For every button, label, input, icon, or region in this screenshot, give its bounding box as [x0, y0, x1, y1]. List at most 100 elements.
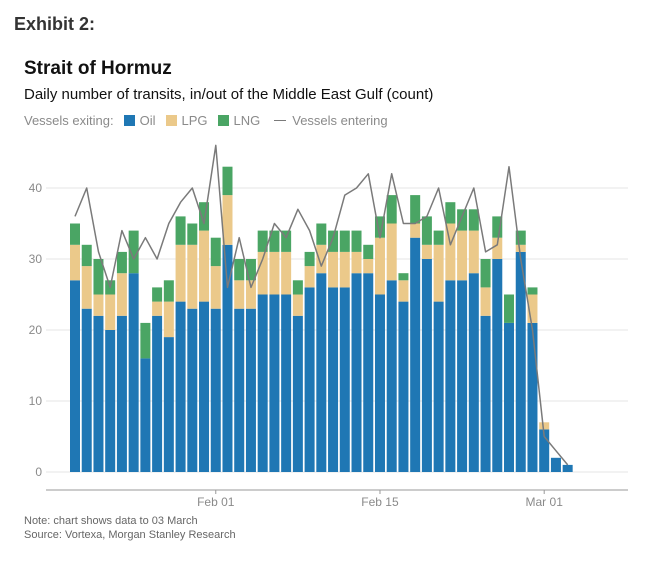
bar-lng-10	[187, 223, 198, 245]
bar-lng-5	[128, 230, 139, 274]
bar-oil-2	[93, 315, 104, 472]
bar-oil-33	[457, 280, 468, 472]
bar-lpg-9	[175, 244, 186, 302]
bar-lpg-28	[398, 280, 409, 302]
legend-label-lpg: LPG	[181, 113, 208, 128]
bar-lng-23	[339, 230, 350, 252]
bar-lpg-35	[480, 287, 491, 316]
chart-title: Strait of Hormuz	[24, 58, 172, 79]
bar-lng-34	[468, 209, 479, 231]
legend-label-oil: Oil	[139, 113, 156, 128]
y-tick-label-20: 20	[29, 323, 43, 337]
bar-oil-20	[304, 287, 315, 472]
bar-lpg-8	[163, 301, 174, 338]
bar-oil-41	[550, 457, 561, 472]
bar-oil-17	[269, 294, 280, 472]
bar-lng-12	[210, 237, 221, 267]
bar-lpg-4	[116, 273, 127, 316]
bar-oil-8	[163, 337, 174, 472]
legend: Vessels exiting: Oil LPG LNG Vessels ent…	[24, 113, 388, 128]
bar-oil-11	[199, 301, 210, 472]
bar-lpg-17	[269, 251, 280, 295]
bar-lpg-11	[199, 230, 210, 302]
bar-lpg-1	[81, 266, 92, 309]
bar-oil-40	[539, 429, 550, 472]
bar-lpg-22	[328, 251, 339, 288]
bar-lng-17	[269, 230, 280, 252]
bar-lng-8	[163, 280, 174, 302]
bar-lpg-33	[457, 230, 468, 281]
bar-lpg-39	[527, 294, 538, 323]
bar-oil-18	[281, 294, 292, 472]
bar-oil-22	[328, 287, 339, 472]
bar-oil-32	[445, 280, 456, 472]
bar-lng-6	[140, 322, 151, 359]
bar-lng-37	[504, 294, 515, 323]
bar-lng-16	[257, 230, 268, 252]
bar-lng-27	[386, 195, 397, 224]
bar-lpg-34	[468, 230, 479, 274]
bar-lng-19	[292, 280, 303, 295]
bar-lpg-15	[245, 280, 256, 309]
x-tick-label-40: Mar 01	[526, 495, 564, 509]
bar-lng-25	[363, 244, 374, 259]
bar-oil-10	[187, 308, 198, 472]
bar-oil-24	[351, 273, 362, 472]
bar-oil-38	[515, 251, 526, 472]
bar-lpg-3	[105, 294, 116, 330]
bar-lng-21	[316, 223, 327, 245]
line-vessels-entering	[74, 144, 569, 466]
bar-lng-33	[457, 209, 468, 231]
bar-lng-28	[398, 273, 409, 281]
bar-lng-31	[433, 230, 444, 245]
bar-lpg-13	[222, 195, 233, 245]
bar-lpg-0	[70, 244, 80, 281]
bar-lng-35	[480, 259, 491, 288]
bar-lng-4	[116, 251, 127, 274]
bar-oil-23	[339, 287, 350, 472]
bar-oil-0	[70, 280, 80, 472]
source-text: Source: Vortexa, Morgan Stanley Research	[24, 529, 236, 541]
bar-lng-29	[410, 195, 421, 224]
bar-lpg-10	[187, 244, 198, 309]
bar-lng-7	[152, 287, 163, 302]
note-text: Note: chart shows data to 03 March	[24, 515, 198, 527]
bar-lng-15	[245, 259, 256, 281]
bar-oil-5	[128, 273, 139, 472]
bar-lpg-30	[421, 244, 432, 259]
x-tick-label-12: Feb 01	[197, 495, 235, 509]
exhibit-label: Exhibit 2:	[14, 14, 96, 34]
bar-oil-31	[433, 301, 444, 472]
bar-lpg-26	[374, 237, 385, 295]
bar-lng-11	[199, 202, 210, 231]
bar-oil-15	[245, 308, 256, 472]
bar-lng-36	[492, 216, 503, 238]
bar-lng-2	[93, 259, 104, 295]
bar-oil-34	[468, 273, 479, 472]
bar-lpg-36	[492, 237, 503, 259]
bar-lng-9	[175, 216, 186, 245]
bar-lng-18	[281, 230, 292, 252]
bar-lng-22	[328, 230, 339, 252]
bar-oil-3	[105, 330, 116, 472]
bar-oil-4	[116, 315, 127, 472]
bar-lpg-20	[304, 266, 315, 288]
bar-lng-39	[527, 287, 538, 295]
bar-oil-29	[410, 237, 421, 472]
bar-lng-1	[81, 244, 92, 267]
bar-oil-30	[421, 259, 432, 472]
y-tick-label-30: 30	[29, 252, 43, 266]
bar-lpg-14	[234, 280, 245, 309]
legend-label-lng: LNG	[233, 113, 261, 128]
bar-lng-30	[421, 216, 432, 245]
bar-lpg-25	[363, 259, 374, 274]
y-tick-label-0: 0	[35, 465, 42, 479]
bar-oil-16	[257, 294, 268, 472]
bar-lng-20	[304, 251, 315, 267]
bar-oil-37	[504, 322, 515, 472]
bar-lng-32	[445, 202, 456, 224]
bar-oil-9	[175, 301, 186, 472]
chart-subtitle: Daily number of transits, in/out of the …	[24, 86, 434, 103]
bar-oil-42	[562, 464, 573, 472]
bar-oil-27	[386, 280, 397, 472]
